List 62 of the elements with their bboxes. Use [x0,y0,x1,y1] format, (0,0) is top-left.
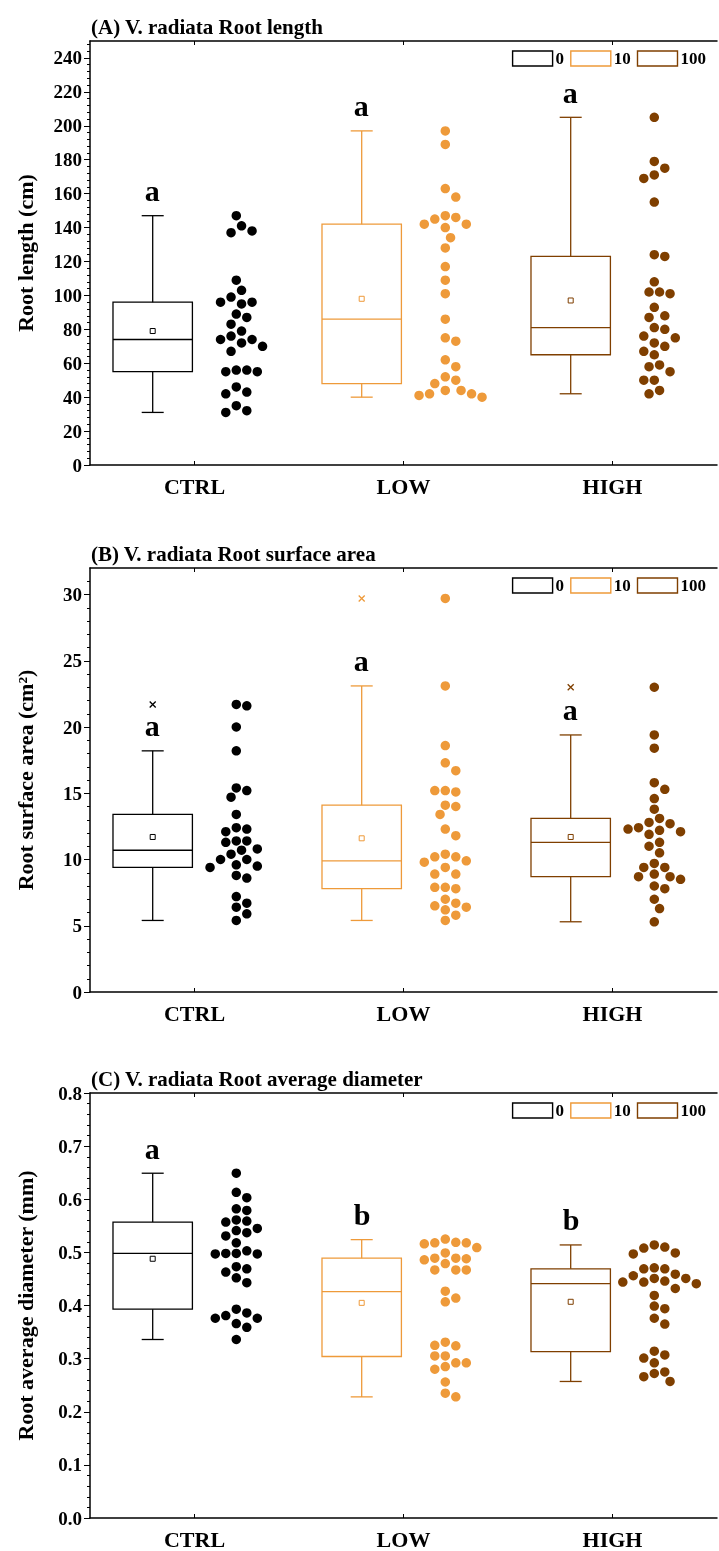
y-axis-title: Root average diameter (mm) [12,1170,38,1441]
y-tick-label: 5 [72,915,82,937]
y-tick-label: 100 [53,284,82,306]
y-tick-label: 25 [63,650,82,672]
x-tick-label: HIGH [582,1526,643,1551]
y-tick-label: 40 [63,386,82,408]
y-tick-label: 20 [63,420,82,442]
y-tick-label: 0.8 [58,1082,82,1104]
x-tick-label: CTRL [163,473,226,499]
legend-label: 10 [613,576,631,595]
y-tick-label: 0.2 [58,1401,82,1423]
y-tick-label: 160 [53,183,82,205]
y-tick-label: 0.5 [58,1241,82,1263]
chart-title: (A) V. radiata Root length [91,14,324,39]
x-tick-label: LOW [376,473,431,499]
y-tick-label: 0.1 [58,1454,82,1476]
chart-title: (B) V. radiata Root surface area [91,541,377,566]
y-tick-label: 0 [72,981,82,1003]
y-axis-title: Root length (cm) [12,174,38,332]
x-tick-label: LOW [376,1526,431,1551]
legend-label: 0 [555,576,565,595]
x-tick-label: HIGH [582,1000,643,1026]
x-tick-label: HIGH [582,473,643,499]
y-tick-label: 0.7 [58,1135,83,1157]
y-tick-label: 0.3 [58,1348,82,1370]
annotation: a [144,174,160,208]
chart-title: (C) V. radiata Root average diameter [91,1066,423,1091]
y-tick-label: 0.6 [58,1188,82,1210]
y-tick-label: 80 [63,318,82,340]
annotation: a [144,709,160,743]
y-tick-label: 180 [53,149,82,171]
legend-label: 0 [555,1101,565,1120]
y-tick-label: 200 [53,115,82,137]
annotation: a [144,1131,160,1165]
y-tick-label: 0.4 [58,1295,83,1316]
y-tick-label: 10 [63,849,82,870]
annotation: a [353,644,369,678]
y-tick-label: 140 [53,217,82,239]
annotation: a [353,89,369,123]
x-tick-label: CTRL [163,1526,226,1551]
legend-label: 10 [613,49,631,68]
legend-label: 0 [555,49,565,68]
x-tick-label: CTRL [163,1000,226,1026]
y-tick-label: 20 [63,716,82,738]
x-tick-label: LOW [376,1000,431,1026]
y-tick-label: 60 [63,352,82,374]
y-tick-label: 120 [53,250,82,272]
y-tick-label: 240 [53,47,82,69]
legend-label: 100 [680,1101,706,1120]
y-tick-label: 15 [63,782,82,804]
annotation: b [562,1203,580,1237]
y-tick-label: 30 [63,584,82,605]
legend-label: 100 [680,576,706,595]
annotation: b [353,1198,371,1232]
y-tick-label: 0.0 [58,1507,82,1529]
y-tick-label: 220 [53,81,82,103]
annotation: a [562,75,578,109]
legend-label: 10 [613,1101,631,1120]
y-axis-title: Root surface area (cm²) [12,669,38,891]
annotation: a [562,693,578,727]
legend-label: 100 [680,49,706,68]
y-tick-label: 0 [72,454,82,476]
